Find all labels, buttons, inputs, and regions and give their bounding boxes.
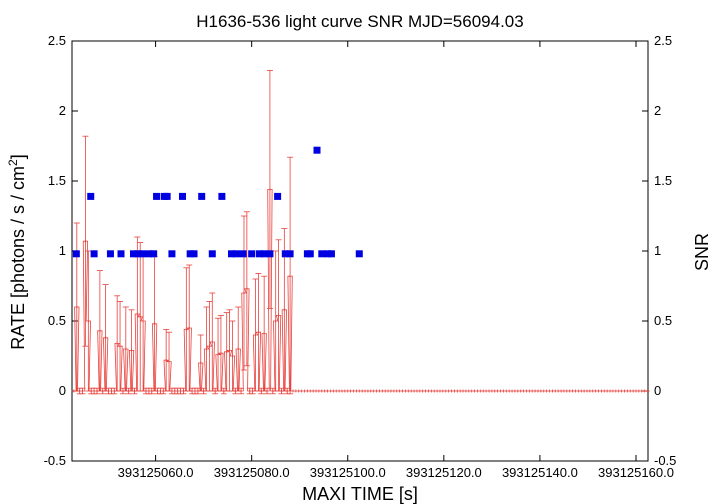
x-tick-label: 393125060.0 — [118, 465, 194, 480]
rate-point — [243, 211, 250, 367]
y-tick-label-left: -0.5 — [44, 453, 66, 468]
snr-series — [72, 146, 363, 258]
rate-point — [255, 272, 262, 392]
y-tick-label-right: 0.5 — [654, 313, 672, 328]
snr-point — [198, 192, 206, 200]
rate-point — [102, 284, 109, 392]
y-axis-left-label: RATE [photons / s / cm2] — [6, 154, 28, 349]
snr-point — [286, 250, 294, 258]
y-tick-label-left: 1 — [59, 243, 66, 258]
rate-step-line — [71, 189, 650, 392]
snr-point — [327, 250, 335, 258]
snr-point — [90, 250, 98, 258]
rate-point — [96, 270, 103, 392]
rate-point — [264, 387, 271, 395]
snr-point — [260, 250, 268, 258]
snr-point — [274, 192, 282, 200]
snr-point — [150, 250, 158, 258]
rate-point — [266, 70, 273, 309]
y-tick-label-left: 1.5 — [48, 173, 66, 188]
snr-point — [106, 250, 114, 258]
y-tick-label-left: 2 — [59, 103, 66, 118]
rate-point — [261, 275, 268, 392]
x-tick-label: 393125160.0 — [598, 465, 674, 480]
y-axis-right-label: SNR — [692, 233, 712, 271]
chart-title: H1636-536 light curve SNR MJD=56094.03 — [196, 12, 523, 31]
y-tick-label-right: 1 — [654, 243, 661, 258]
snr-point — [266, 250, 274, 258]
snr-point — [153, 192, 161, 200]
y-axis-left: -0.5 0 0.5 1 1.5 2 2.5 — [44, 33, 78, 468]
rate-point — [229, 320, 236, 392]
y-tick-label-right: 2.5 — [654, 33, 672, 48]
snr-point — [117, 250, 125, 258]
rate-point — [82, 135, 89, 347]
snr-point — [208, 250, 216, 258]
rate-point — [238, 387, 245, 395]
snr-point — [87, 192, 95, 200]
snr-point — [248, 250, 256, 258]
y-tick-label-right: 0 — [654, 383, 661, 398]
y-tick-label-left: 0 — [59, 383, 66, 398]
snr-point — [355, 250, 363, 258]
snr-point — [190, 250, 198, 258]
snr-point — [324, 250, 332, 258]
y-tick-label-right: 1.5 — [654, 173, 672, 188]
y-axis-right: -0.5 0 0.5 1 1.5 2 2.5 — [642, 33, 676, 468]
snr-point — [138, 250, 146, 258]
x-tick-label: 393125120.0 — [406, 465, 482, 480]
rate-point — [235, 306, 242, 392]
rate-point — [209, 292, 216, 392]
snr-point — [186, 250, 194, 258]
rate-point — [166, 331, 173, 392]
rate-point — [217, 314, 224, 392]
rate-point — [186, 264, 193, 392]
x-tick-label: 393125140.0 — [502, 465, 578, 480]
snr-point — [227, 250, 235, 258]
snr-point — [255, 250, 263, 258]
y-tick-label-right: 2 — [654, 103, 661, 118]
snr-point — [313, 146, 321, 154]
rate-point — [111, 387, 118, 395]
snr-point — [145, 250, 153, 258]
rate-point — [275, 239, 282, 392]
snr-point — [281, 250, 289, 258]
snr-point — [129, 250, 137, 258]
rate-point — [85, 250, 92, 392]
rate-point — [128, 309, 135, 392]
y-tick-label-right: -0.5 — [654, 453, 676, 468]
rate-point — [287, 156, 294, 395]
snr-point — [218, 192, 226, 200]
y-axis-left-label-close: ] — [8, 154, 28, 159]
snr-point — [306, 250, 314, 258]
rate-series — [71, 70, 650, 395]
rate-point — [240, 215, 247, 371]
x-tick-label: 393125080.0 — [214, 465, 290, 480]
snr-point — [232, 250, 240, 258]
y-tick-label-left: 0.5 — [48, 313, 66, 328]
rate-point — [117, 300, 124, 392]
rate-point — [197, 334, 204, 392]
y-axis-left-label-sup: 2 — [6, 159, 20, 166]
x-tick-label: 393125100.0 — [310, 465, 386, 480]
y-tick-label-left: 2.5 — [48, 33, 66, 48]
snr-point — [168, 250, 176, 258]
snr-point — [239, 250, 247, 258]
snr-point — [318, 250, 326, 258]
snr-point — [134, 250, 142, 258]
x-axis: 393125060.0 393125080.0 393125100.0 3931251… — [118, 41, 674, 480]
snr-point — [163, 192, 171, 200]
x-axis-label: MAXI TIME [s] — [302, 484, 418, 504]
rate-point — [79, 387, 86, 395]
snr-point — [72, 250, 80, 258]
rate-point — [122, 306, 129, 392]
y-axis-left-label-text: RATE [photons / s / cm — [8, 166, 28, 350]
snr-point — [178, 192, 186, 200]
